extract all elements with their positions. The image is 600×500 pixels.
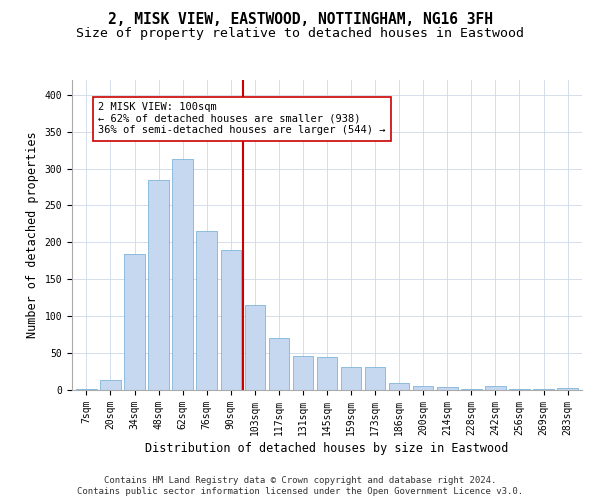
Bar — [245, 305, 265, 390]
Bar — [124, 254, 145, 390]
Y-axis label: Number of detached properties: Number of detached properties — [26, 132, 39, 338]
Text: 2 MISK VIEW: 100sqm
← 62% of detached houses are smaller (938)
36% of semi-detac: 2 MISK VIEW: 100sqm ← 62% of detached ho… — [98, 102, 386, 136]
Bar — [557, 388, 578, 390]
Text: Contains HM Land Registry data © Crown copyright and database right 2024.: Contains HM Land Registry data © Crown c… — [104, 476, 496, 485]
Text: 2, MISK VIEW, EASTWOOD, NOTTINGHAM, NG16 3FH: 2, MISK VIEW, EASTWOOD, NOTTINGHAM, NG16… — [107, 12, 493, 28]
X-axis label: Distribution of detached houses by size in Eastwood: Distribution of detached houses by size … — [145, 442, 509, 455]
Bar — [413, 386, 433, 390]
Bar — [341, 367, 361, 390]
Bar — [100, 380, 121, 390]
Bar — [317, 357, 337, 390]
Bar — [437, 387, 458, 390]
Bar — [221, 250, 241, 390]
Text: Contains public sector information licensed under the Open Government Licence v3: Contains public sector information licen… — [77, 488, 523, 496]
Bar — [196, 232, 217, 390]
Bar — [485, 386, 506, 390]
Bar — [389, 384, 409, 390]
Bar — [148, 180, 169, 390]
Bar — [76, 388, 97, 390]
Bar — [172, 159, 193, 390]
Bar — [293, 356, 313, 390]
Bar — [365, 367, 385, 390]
Bar — [269, 338, 289, 390]
Text: Size of property relative to detached houses in Eastwood: Size of property relative to detached ho… — [76, 28, 524, 40]
